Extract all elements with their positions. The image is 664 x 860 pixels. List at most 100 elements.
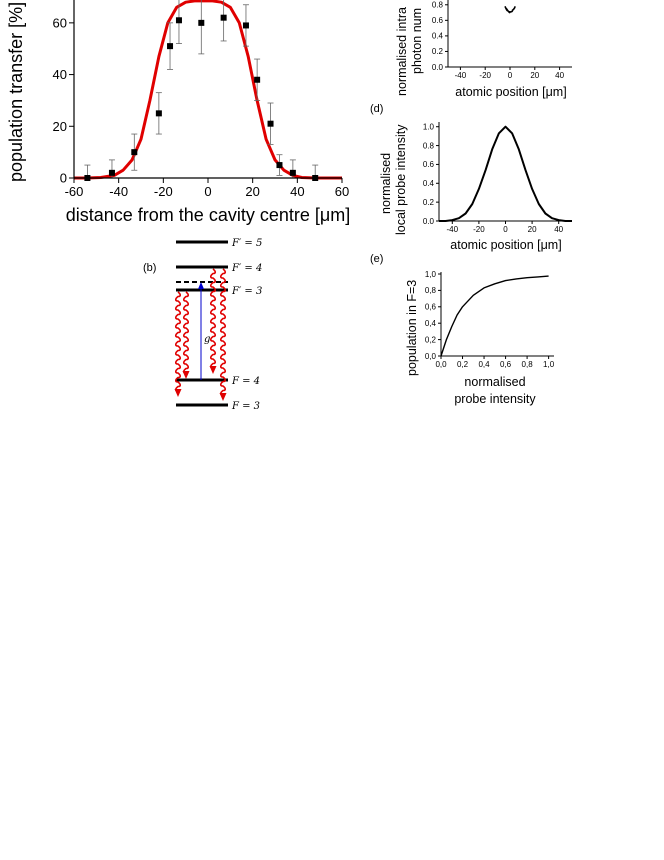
x-tick-label: -20 (473, 225, 485, 234)
data-point (242, 22, 249, 29)
y-tick-label: 0,4 (425, 319, 437, 328)
level-f-prime-5-label: F′ = 5 (231, 238, 262, 249)
x-tick-label: 0,4 (478, 360, 490, 369)
data-point (131, 149, 138, 156)
decay-arrows (174, 268, 227, 401)
x-tick-label: 0 (508, 71, 513, 80)
x-tick-label: 60 (335, 184, 349, 199)
fit-curve (74, 0, 342, 180)
x-tick-label: -20 (479, 71, 491, 80)
panel-c: normalised intra photon num -40 -20 0 20 40 … (395, 0, 572, 99)
panel-d: (d) normalised local probe intensity -40… (370, 103, 572, 252)
x-tick-label: 40 (554, 225, 563, 234)
x-tick-label: 0 (503, 225, 508, 234)
y-tick-label: 20 (53, 119, 67, 134)
data-point (108, 169, 115, 176)
decay-arrow (219, 268, 227, 396)
main-x-axis-label: distance from the cavity centre [μm] (66, 205, 350, 225)
y-tick-label: 1.0 (423, 123, 435, 132)
y-tick-label: 0.0 (432, 63, 444, 72)
panel-d-label: (d) (370, 103, 383, 115)
data-point (276, 162, 283, 169)
panel-d-y-label-line2: local probe intensity (394, 124, 408, 235)
x-tick-label: 0,6 (500, 360, 512, 369)
panel-c-x-axis-label: atomic position [μm] (455, 85, 566, 99)
y-tick-label: 0 (60, 171, 67, 186)
x-tick-label: 0,8 (522, 360, 534, 369)
panel-d-y-ticks: 0.0 0.2 0.4 0.6 0.8 1.0 (423, 123, 439, 226)
main-y-ticks: 0 20 40 60 (53, 15, 74, 186)
data-point (198, 19, 205, 26)
panel-e: (e) population in F=3 0,0 0,2 0,4 0,6 0,8 1,0… (370, 253, 555, 406)
y-tick-label: 0,6 (425, 303, 437, 312)
y-tick-label: 1,0 (425, 270, 437, 279)
panel-c-y-ticks: 0.0 0.2 0.4 0.6 0.8 (432, 1, 448, 72)
decay-arrow (182, 291, 190, 374)
y-tick-label: 0.6 (432, 16, 444, 25)
photon-number-curve (504, 5, 516, 14)
x-tick-label: 20 (530, 71, 539, 80)
decay-arrow (209, 268, 217, 369)
y-tick-label: 0.4 (423, 179, 435, 188)
panel-e-y-ticks: 0,0 0,2 0,4 0,6 0,8 1,0 (425, 270, 441, 361)
main-panel: -60 -40 -20 0 20 40 60 0 20 40 60 distance from t… (6, 0, 350, 225)
probe-intensity-curve (439, 125, 572, 222)
main-plot-area (74, 0, 342, 181)
y-tick-label: 0.8 (432, 1, 444, 10)
x-tick-label: 0 (204, 184, 211, 199)
level-scheme-panel: (b) F′ = 5 F′ = 4 F′ = 3 F = 4 F = 3 g (143, 238, 262, 412)
decay-arrow-head (209, 366, 217, 374)
level-f-prime-4-label: F′ = 4 (231, 263, 262, 274)
panel-e-x-axis-label-line2: probe intensity (454, 392, 536, 406)
main-y-axis-label: population transfer [%] (6, 2, 26, 182)
level-f-prime-3-label: F′ = 3 (231, 286, 262, 297)
x-tick-label: -60 (65, 184, 84, 199)
x-tick-label: 20 (528, 225, 537, 234)
x-tick-label: 1,0 (543, 360, 555, 369)
x-tick-label: 40 (290, 184, 304, 199)
y-tick-label: 0.8 (423, 141, 435, 150)
main-x-ticks: -60 -40 -20 0 20 40 60 (65, 178, 349, 199)
panel-e-label: (e) (370, 253, 383, 265)
level-f-3-label: F = 3 (231, 401, 260, 412)
panel-c-x-ticks: -40 -20 0 20 40 (455, 67, 565, 80)
y-tick-label: 0.2 (423, 198, 435, 207)
y-tick-label: 0,0 (425, 352, 437, 361)
y-tick-label: 40 (53, 67, 67, 82)
data-point (155, 110, 162, 117)
data-point (267, 120, 274, 127)
y-tick-label: 0.6 (423, 160, 435, 169)
decay-arrow (174, 291, 182, 392)
y-tick-label: 60 (53, 15, 67, 30)
panel-d-y-label-line1: normalised (379, 153, 393, 214)
x-tick-label: 20 (245, 184, 259, 199)
level-f-4-label: F = 4 (231, 376, 260, 387)
panel-c-y-label-line2: photon num (410, 8, 424, 74)
data-point (175, 17, 182, 24)
panel-e-y-label: population in F=3 (405, 280, 419, 376)
panel-c-y-label-line1: normalised intra (395, 7, 409, 96)
data-point (289, 169, 296, 176)
y-tick-label: 0,8 (425, 286, 437, 295)
coupling-label: g (204, 334, 210, 345)
x-tick-label: -40 (455, 71, 467, 80)
panel-d-x-ticks: -40 -20 0 20 40 (447, 221, 564, 234)
panel-e-plot-area (440, 275, 549, 357)
y-tick-label: 0.4 (432, 32, 444, 41)
x-tick-label: 0,2 (457, 360, 469, 369)
coupling-arrow-head (198, 282, 204, 289)
data-point (167, 43, 174, 50)
panel-e-x-ticks: 0,0 0,2 0,4 0,6 0,8 1,0 (435, 356, 555, 369)
population-curve (440, 275, 549, 357)
panel-c-plot-area (504, 5, 516, 14)
x-tick-label: -20 (154, 184, 173, 199)
data-point (220, 14, 227, 21)
x-tick-label: 0,0 (435, 360, 447, 369)
panel-e-x-axis-label-line1: normalised (464, 375, 525, 389)
decay-arrow-head (174, 389, 182, 397)
y-tick-label: 0.0 (423, 217, 435, 226)
decay-arrow-head (219, 393, 227, 401)
panel-d-plot-area (439, 125, 572, 222)
x-tick-label: -40 (109, 184, 128, 199)
